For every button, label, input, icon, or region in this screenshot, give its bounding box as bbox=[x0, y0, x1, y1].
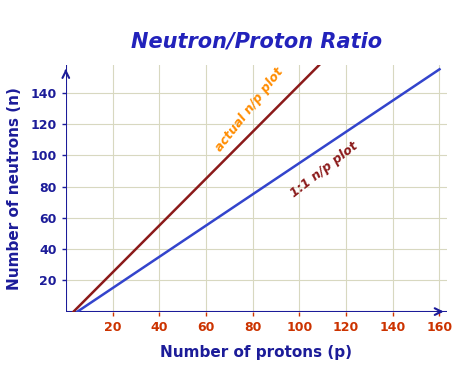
Text: actual n/p plot: actual n/p plot bbox=[213, 65, 286, 154]
Text: 1:1 n/p plot: 1:1 n/p plot bbox=[288, 140, 360, 201]
X-axis label: Number of protons (p): Number of protons (p) bbox=[160, 345, 352, 360]
Y-axis label: Number of neutrons (n): Number of neutrons (n) bbox=[7, 87, 22, 290]
Title: Neutron/Proton Ratio: Neutron/Proton Ratio bbox=[131, 32, 382, 52]
